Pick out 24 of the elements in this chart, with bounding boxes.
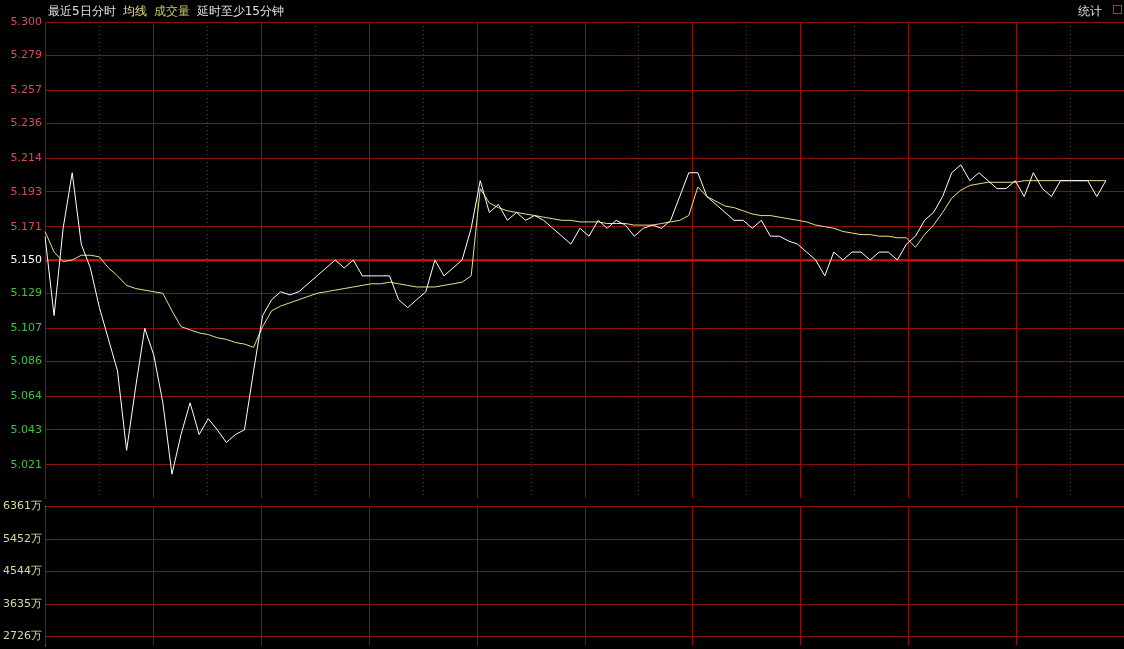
y-tick-label: 5452万 xyxy=(3,531,42,545)
y-tick-label: 5.214 xyxy=(10,151,42,165)
y-tick-label: 4544万 xyxy=(3,564,42,578)
y-tick-label: 5.107 xyxy=(10,321,42,335)
y-tick-label: 6361万 xyxy=(3,499,42,513)
y-tick-label: 5.064 xyxy=(10,389,42,403)
y-tick-label: 5.043 xyxy=(10,422,42,436)
y-tick-label: 5.300 xyxy=(10,14,42,28)
y-tick-label: 3635万 xyxy=(3,596,42,610)
y-tick-label: 5.171 xyxy=(10,219,42,233)
text: 均线 xyxy=(122,4,147,18)
y-tick-label: 5.021 xyxy=(10,457,42,471)
text: 成交量 xyxy=(153,4,190,18)
y-tick-label: 5.129 xyxy=(10,286,42,300)
y-tick-label: 5.150 xyxy=(10,252,42,266)
y-tick-label: 5.236 xyxy=(10,116,42,130)
y-tick-label: 5.193 xyxy=(10,184,42,198)
text: 统计 xyxy=(1078,4,1102,18)
y-tick-label: 5.279 xyxy=(10,48,42,62)
y-tick-label: 5.257 xyxy=(10,83,42,97)
chart-title: 最近5日分时 xyxy=(48,4,116,18)
y-tick-label: 5.086 xyxy=(10,354,42,368)
text: 延时至少15分钟 xyxy=(196,4,284,18)
y-tick-label: 2726万 xyxy=(3,629,42,643)
